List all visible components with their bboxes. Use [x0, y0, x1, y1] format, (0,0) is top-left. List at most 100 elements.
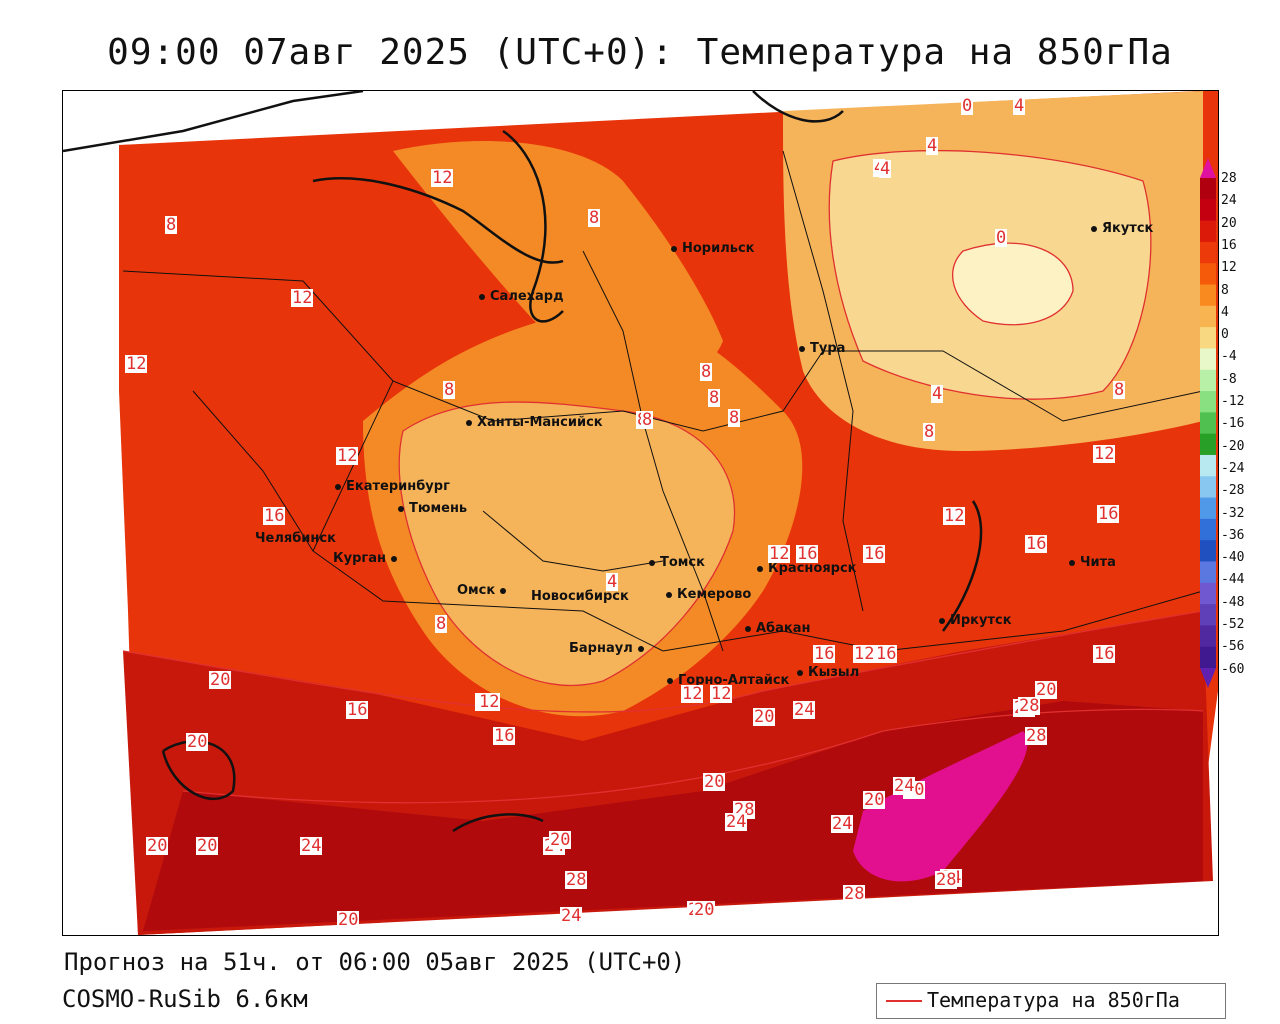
isotherm-value-label: 8	[728, 408, 741, 428]
isotherm-value-label: 16	[875, 644, 898, 664]
city-chelyabinsk: Челябинск	[255, 531, 336, 546]
colorbar-swatch	[1200, 178, 1216, 200]
isotherm-value-label: 16	[813, 644, 836, 664]
city-label: Екатеринбург	[346, 479, 450, 494]
colorbar-swatch	[1200, 263, 1216, 286]
colorbar-swatch	[1200, 284, 1216, 307]
isotherm-value-label: 8	[1113, 380, 1126, 400]
isotherm-value-label: 4	[606, 572, 619, 592]
zone-4-west	[399, 402, 735, 686]
legend-label: Температура на 850гПа	[927, 988, 1180, 1012]
colorbar-tick-label: -60	[1221, 661, 1245, 677]
isotherm-value-label: 12	[125, 354, 148, 374]
isotherm-value-label: 4	[1013, 96, 1026, 116]
city-tura: Тура	[799, 341, 845, 356]
isotherm-value-label: 16	[1093, 644, 1116, 664]
isotherm-lines	[122, 149, 1204, 804]
legend-line	[886, 1000, 922, 1002]
city-label: Чита	[1080, 555, 1116, 570]
colorbar-tick-label: -44	[1221, 572, 1245, 588]
city-label: Кызыл	[808, 665, 860, 680]
isotherm-value-label: 20	[703, 772, 726, 792]
isotherm-value-label: 16	[1025, 534, 1048, 554]
isotherm-value-label: 20	[337, 910, 360, 930]
city-label: Барнаул	[569, 641, 633, 656]
city-dot	[1091, 225, 1097, 232]
isotherm-value-label: 16	[346, 700, 369, 720]
colorbar-tick-label: 20	[1221, 215, 1237, 231]
colorbar-swatch	[1200, 391, 1216, 413]
city-yekaterinburg: Екатеринбург	[335, 479, 450, 494]
isotherm-value-label: 12	[681, 684, 704, 704]
zone-8-north	[393, 141, 723, 380]
colorbar-swatch	[1200, 646, 1216, 669]
isotherm-value-label: 12	[768, 544, 791, 564]
model-name: COSMO-RuSib 6.6км	[62, 985, 308, 1013]
colorbar-bottom-arrow	[1200, 668, 1216, 688]
colorbar-swatch	[1200, 305, 1216, 328]
city-label: Иркутск	[950, 613, 1012, 628]
city-label: Ханты-Мансийск	[477, 415, 603, 430]
isotherm-value-label: 24	[793, 700, 816, 720]
isotherm-value-label: 24	[725, 812, 748, 832]
map-panel: Норильск Салехард Тура Якутск Ханты-Манс…	[62, 90, 1219, 936]
isotherm-value-label: 28	[843, 884, 866, 904]
city-label: Томск	[660, 555, 705, 570]
isotherm-value-label: 4	[879, 159, 892, 179]
colorbar-swatch	[1200, 604, 1216, 626]
isotherm-value-label: 16	[263, 506, 286, 526]
colorbar-tick-label: 16	[1221, 237, 1237, 253]
isotherm-value-label: 16	[796, 544, 819, 564]
city-kemerovo: Кемерово	[666, 587, 751, 602]
colorbar-tick-label: 12	[1221, 260, 1237, 276]
isotherm-value-label: 28	[1025, 726, 1048, 746]
city-kurgan: Курган	[333, 551, 402, 566]
temperature-map	[63, 91, 1218, 935]
city-dot	[500, 587, 507, 594]
isotherm-value-label: 20	[146, 836, 169, 856]
colorbar-tick-label: -24	[1221, 460, 1245, 476]
colorbar-tick-label: -20	[1221, 438, 1245, 454]
colorbar-swatch	[1200, 454, 1216, 477]
isotherm-value-label: 4	[926, 136, 939, 156]
colorbar-tick-label: -52	[1221, 617, 1245, 632]
isotherm-value-label: 16	[493, 726, 516, 746]
city-irkutsk: Иркутск	[939, 613, 1012, 628]
city-label: Норильск	[682, 241, 755, 256]
city-abakan: Абакан	[745, 621, 811, 636]
city-yakutsk: Якутск	[1091, 221, 1153, 236]
city-khanty-mansiysk: Ханты-Мансийск	[466, 415, 603, 430]
city-omsk: Омск	[457, 583, 511, 598]
city-dot	[390, 555, 397, 562]
isotherm-value-label: 16	[863, 544, 886, 564]
colorbar-tick-label: -16	[1221, 416, 1245, 432]
city-barnaul: Барнаул	[569, 641, 649, 656]
isotherm-value-label: 12	[431, 168, 454, 188]
city-dot	[637, 645, 644, 652]
colorbar-tick-label: 0	[1221, 327, 1229, 343]
isotherm-value-label: 12	[336, 446, 359, 466]
city-tomsk: Томск	[649, 555, 705, 570]
isotherm-value-label: 12	[853, 644, 876, 664]
city-label: Кемерово	[677, 587, 752, 602]
isotherm-value-label: 20	[549, 830, 572, 850]
isotherm-value-label: 28	[1018, 696, 1041, 716]
city-dot	[671, 245, 677, 252]
isotherm-value-label: 8	[923, 422, 936, 442]
city-label: Тура	[810, 341, 846, 356]
chart-title: 09:00 07авг 2025 (UTC+0): Температура на…	[107, 32, 1173, 73]
isotherm-value-label: 20	[196, 836, 219, 856]
colorbar-tick-label: 28	[1221, 171, 1237, 186]
colorbar-swatch	[1200, 412, 1216, 435]
colorbar-tick-label: -28	[1221, 483, 1245, 499]
isotherm-value-label: 20	[753, 707, 776, 727]
city-label: Тюмень	[409, 501, 468, 516]
city-novosibirsk: Новосибирск	[531, 589, 629, 604]
city-norilsk: Норильск	[671, 241, 755, 256]
colorbar-swatch	[1200, 369, 1216, 392]
colorbar-swatch	[1200, 497, 1216, 520]
zone-28	[853, 731, 1028, 882]
colorbar-tick-label: -32	[1221, 505, 1245, 521]
isotherm-value-label: 8	[708, 388, 721, 408]
city-dot	[479, 293, 485, 300]
